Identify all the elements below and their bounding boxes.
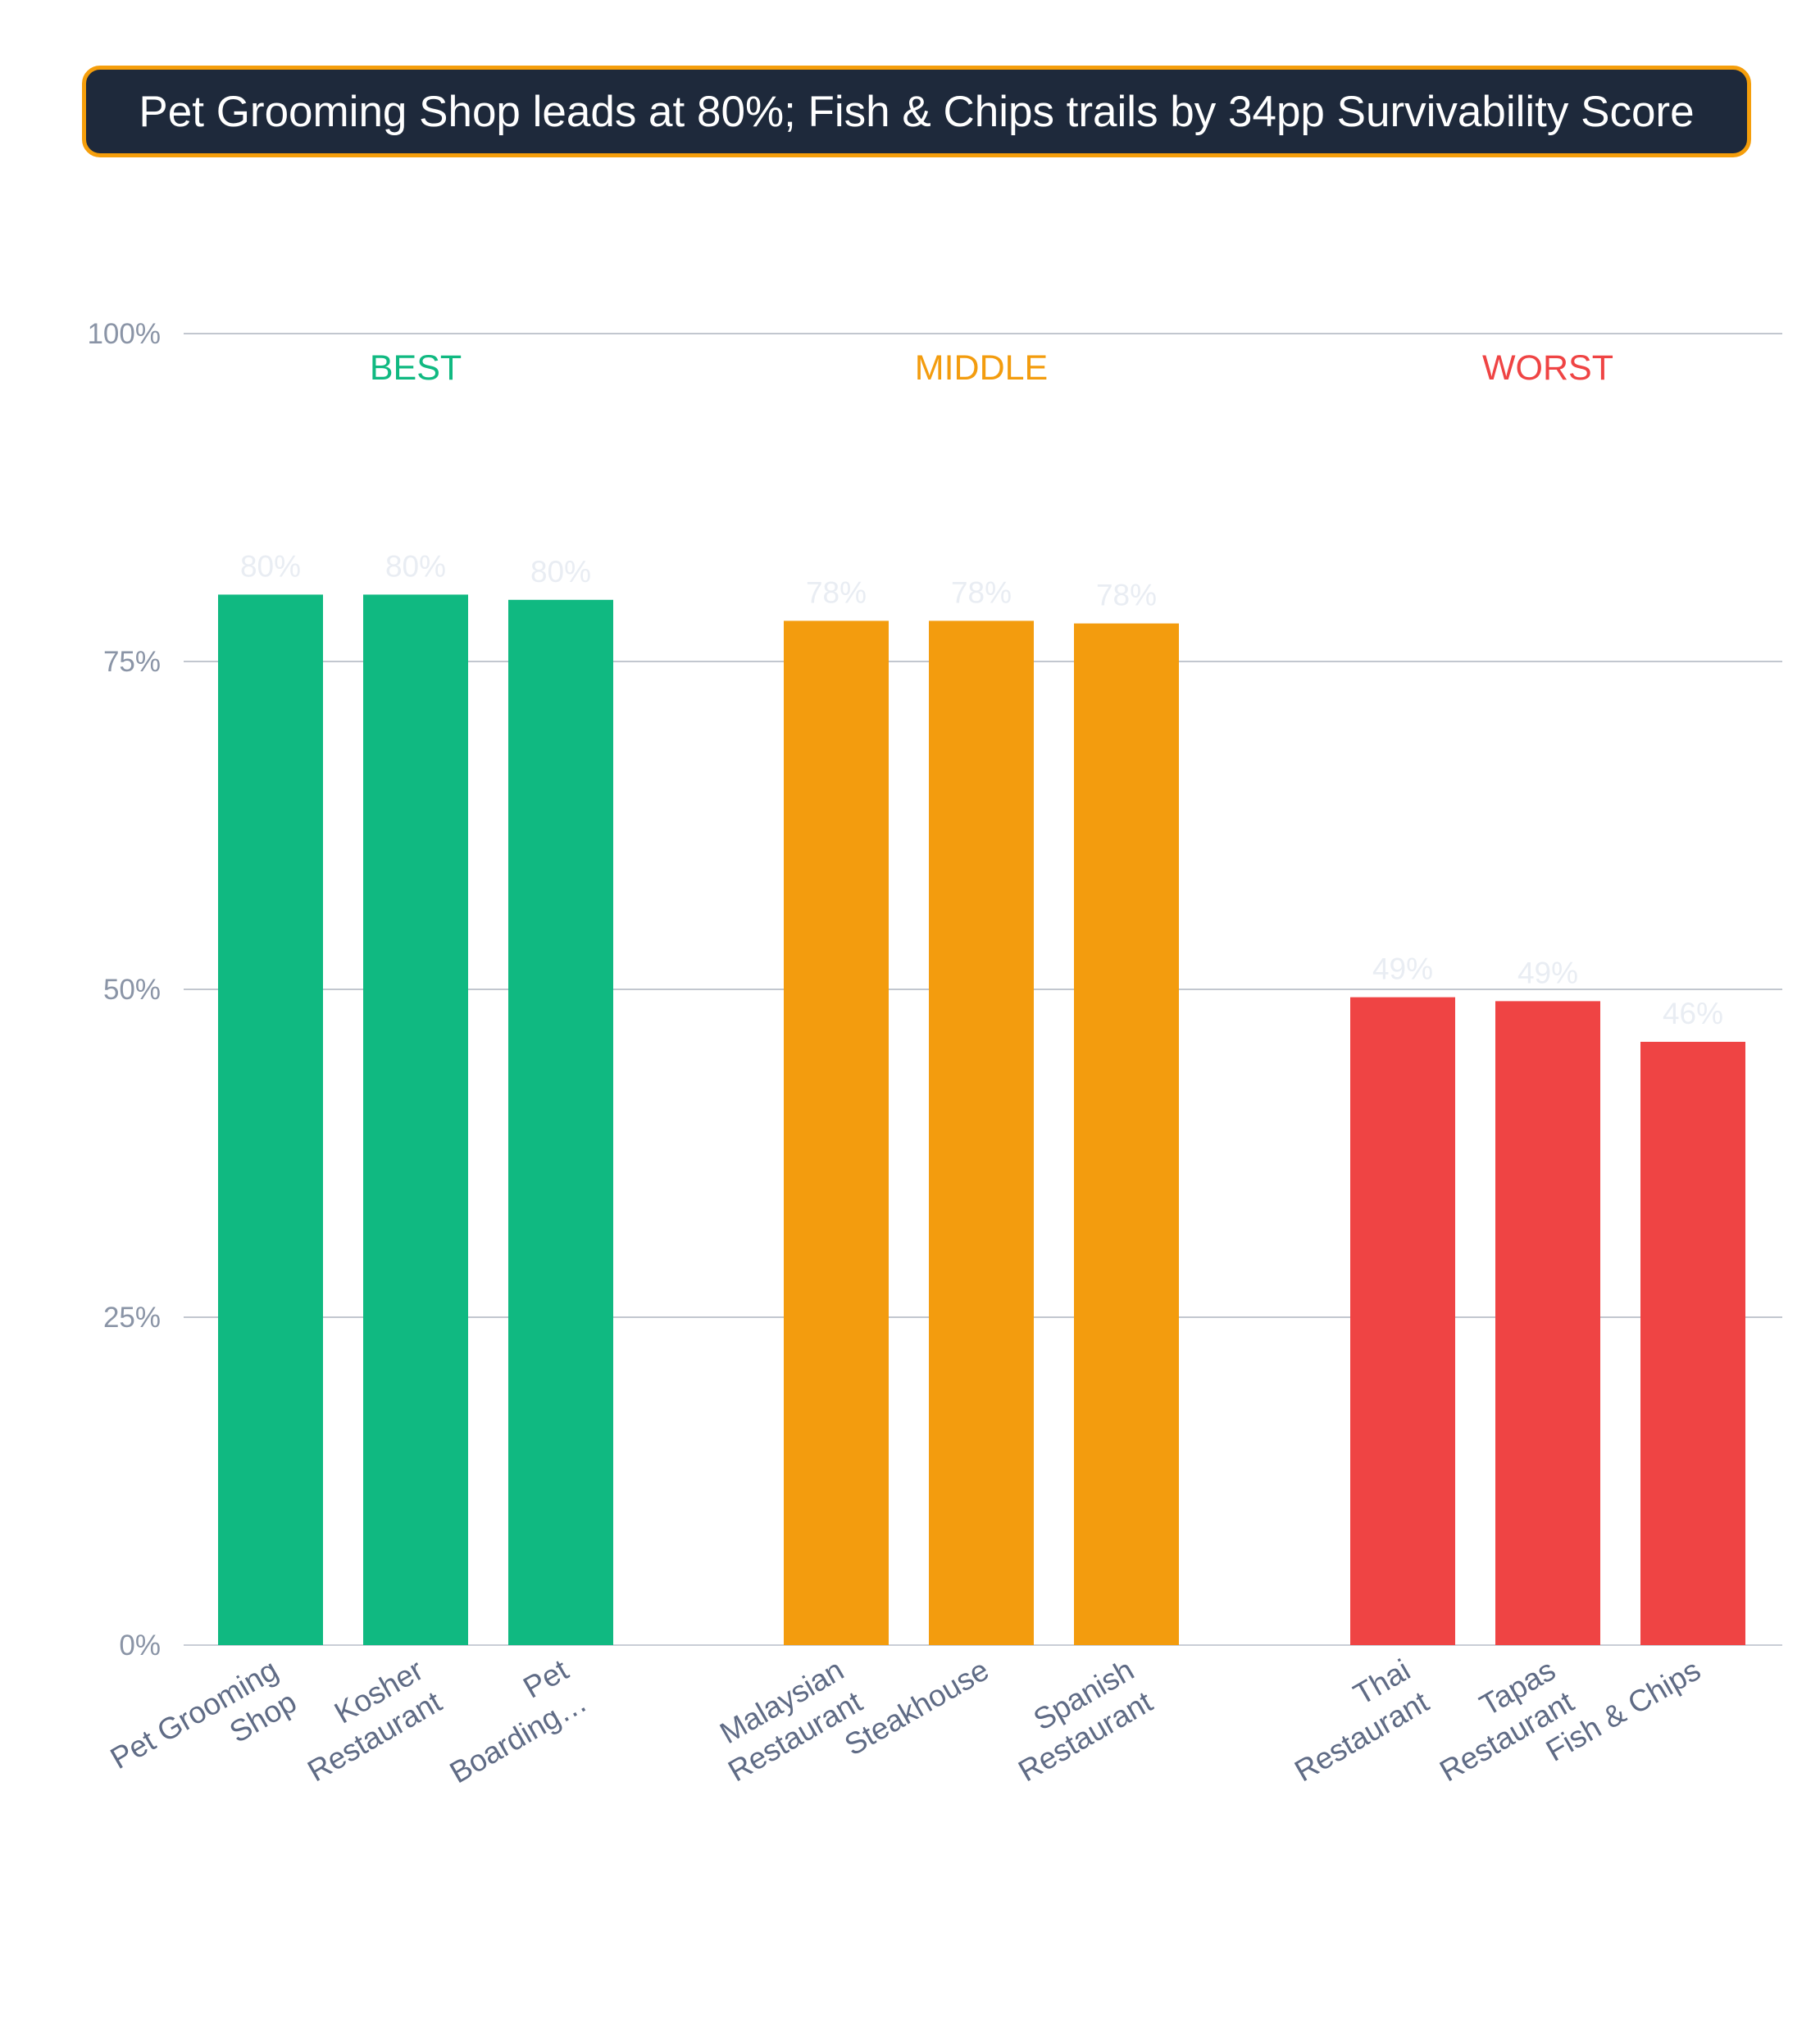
- category-label-line: Boarding…: [444, 1684, 593, 1789]
- group-label-best: BEST: [370, 348, 462, 388]
- value-label: 78%: [951, 575, 1012, 609]
- value-labels: 80% 80% 80% 78% 78% 78% 49% 49% 46%: [240, 549, 1723, 1030]
- y-tick-label: 75%: [103, 646, 161, 678]
- bar: [929, 620, 1034, 1645]
- bar: [784, 620, 889, 1645]
- value-label: 46%: [1663, 997, 1723, 1030]
- category-label: ThaiRestaurant: [1271, 1652, 1435, 1788]
- category-label: PetBoarding…: [425, 1652, 593, 1789]
- value-label: 80%: [530, 555, 591, 589]
- bar: [363, 594, 468, 1645]
- bar: [508, 599, 613, 1645]
- y-tick-label: 0%: [119, 1630, 161, 1661]
- bar: [218, 594, 323, 1645]
- category-label: Pet GroomingShop: [105, 1652, 303, 1807]
- bar: [1074, 623, 1179, 1645]
- bar: [1350, 997, 1455, 1645]
- chart-title: Pet Grooming Shop leads at 80%; Fish & C…: [82, 66, 1751, 157]
- group-label-worst: WORST: [1482, 348, 1613, 388]
- bar: [1640, 1042, 1745, 1645]
- bars: [218, 594, 1745, 1645]
- group-label-middle: MIDDLE: [915, 348, 1048, 388]
- y-tick-label: 50%: [103, 974, 161, 1006]
- y-tick-label: 25%: [103, 1302, 161, 1334]
- value-label: 49%: [1372, 952, 1433, 986]
- group-labels: BEST MIDDLE WORST: [370, 348, 1613, 388]
- category-label: MalaysianRestaurant: [704, 1652, 868, 1788]
- y-axis-ticks: 0% 25% 50% 75% 100%: [87, 318, 161, 1661]
- category-labels: Pet GroomingShop KosherRestaurantPetBoard…: [105, 1652, 1706, 1807]
- value-label: 80%: [240, 549, 301, 583]
- bar: [1495, 1001, 1600, 1645]
- value-label: 78%: [1096, 579, 1157, 612]
- y-tick-label: 100%: [87, 318, 161, 350]
- value-label: 78%: [806, 575, 867, 609]
- category-label: TapasRestaurant: [1416, 1652, 1580, 1788]
- category-label: KosherRestaurant: [284, 1652, 448, 1788]
- value-label: 49%: [1517, 956, 1578, 989]
- category-label: SpanishRestaurant: [994, 1652, 1158, 1788]
- value-label: 80%: [385, 549, 446, 583]
